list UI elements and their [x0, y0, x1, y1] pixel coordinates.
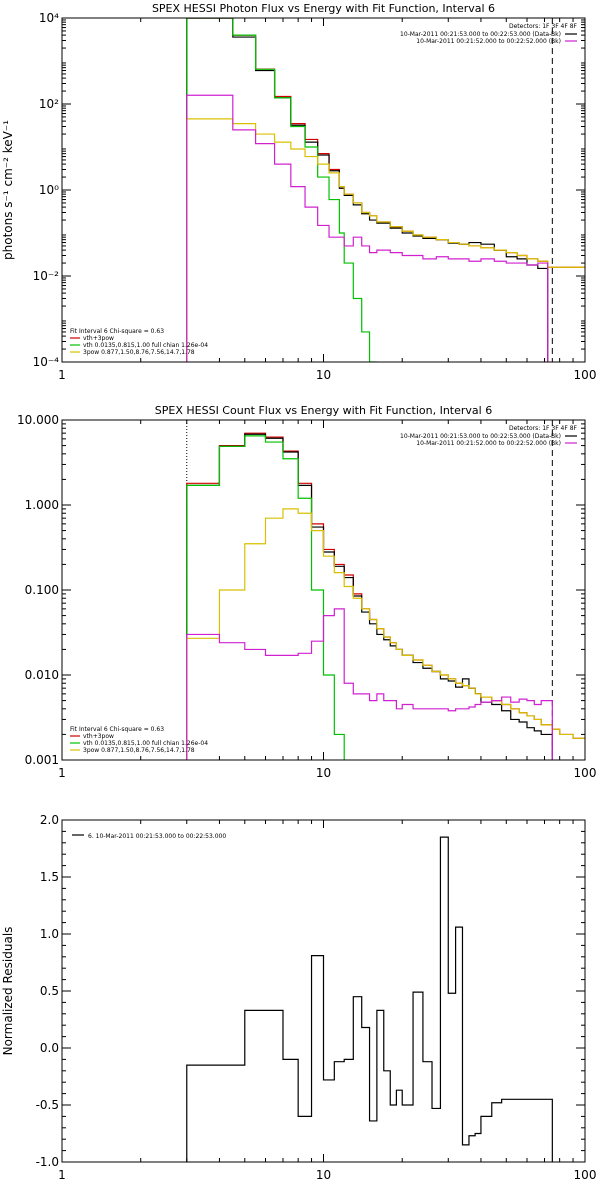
legend-top-header: Detectors: 1F 3F 4F 8F: [509, 23, 578, 30]
y-tick-label: 2.0: [40, 813, 59, 827]
y-tick-label: 1.0: [40, 927, 59, 941]
x-tick-label: 1: [58, 766, 66, 780]
series-line-vth: [186, 435, 345, 760]
series-line-vth-3pow: [186, 18, 585, 362]
series-line-unnamed-4: [186, 94, 549, 362]
y-tick-label: 0.5: [40, 984, 59, 998]
series-line-unnamed-0: [186, 836, 553, 1162]
y-tick-label: 1.000: [25, 498, 59, 512]
x-tick-label: 10: [316, 766, 331, 780]
legend-bottom-header: Fit Interval 6 Chi-square = 0.63: [70, 726, 164, 733]
y-tick-label: 1.5: [40, 870, 59, 884]
y-tick-label: 10⁻²: [33, 269, 60, 283]
series-line-vth: [186, 18, 378, 362]
x-tick-label: 100: [574, 368, 597, 382]
legend-entry: 3pow 0.877,1.50,8.76,7.56,14.7,1.78: [83, 747, 195, 754]
y-tick-label: 0.0: [40, 1041, 59, 1055]
series-line-3pow: [186, 118, 585, 362]
y-tick-label: 10⁰: [39, 183, 59, 197]
legend-entry: 10-Mar-2011 00:21:52.000 to 00:22:52.000…: [416, 440, 561, 447]
y-tick-label: 0.001: [25, 753, 59, 767]
legend-entry: vth 0.0135,0.815,1.00 full chian 1.26e-0…: [83, 740, 208, 747]
legend-entry: 3pow 0.877,1.50,8.76,7.56,14.7,1.78: [83, 349, 195, 356]
y-tick-label: 0.100: [25, 583, 59, 597]
y-axis-label: photons s⁻¹ cm⁻² keV⁻¹: [1, 120, 15, 260]
chart-title: SPEX HESSI Count Flux vs Energy with Fit…: [155, 404, 492, 417]
series-line-unnamed-4: [186, 608, 553, 760]
series-line-vth-3pow: [186, 432, 585, 760]
series-line-3pow: [186, 508, 585, 760]
legend-entry: 10-Mar-2011 00:21:53.000 to 00:22:53.000…: [400, 31, 561, 38]
series-line-unnamed-1: [186, 18, 549, 362]
y-axis-label: Normalized Residuals: [1, 927, 15, 1056]
legend-entry: 6. 10-Mar-2011 00:21:53.000 to 00:22:53.…: [88, 833, 226, 840]
y-tick-label: 10⁴: [39, 11, 59, 25]
series-group: [186, 836, 553, 1162]
chart-title: SPEX HESSI Photon Flux vs Energy with Fi…: [152, 2, 495, 15]
series-group: [186, 18, 585, 362]
legend-top-header: Detectors: 1F 3F 4F 8F: [509, 425, 578, 432]
y-tick-label: 10.000: [17, 413, 59, 427]
legend-entry: 10-Mar-2011 00:21:53.000 to 00:22:53.000…: [400, 433, 561, 440]
plot-frame: [61, 419, 586, 761]
legend-entry: vth 0.0135,0.815,1.00 full chian 1.26e-0…: [83, 342, 208, 349]
x-tick-label: 1: [58, 1168, 66, 1182]
x-tick-label: 1: [58, 368, 66, 382]
y-tick-label: 10⁻⁴: [33, 355, 60, 369]
legend-entry: vth+3pow: [83, 335, 114, 342]
x-tick-label: 100: [574, 1168, 597, 1182]
legend-entry: 10-Mar-2011 00:21:52.000 to 00:22:52.000…: [416, 38, 561, 45]
y-tick-label: 0.010: [25, 668, 59, 682]
y-tick-label: 10²: [39, 97, 59, 111]
x-tick-label: 100: [574, 766, 597, 780]
legend-entry: vth+3pow: [83, 733, 114, 740]
photon-flux-panel: SPEX HESSI Photon Flux vs Energy with Fi…: [1, 2, 597, 382]
plot-frame: [61, 819, 586, 1163]
x-tick-label: 10: [316, 1168, 331, 1182]
residuals-panel: Normalized Residuals 1 10 100 -1.0 -0.5 0.0 0.5…: [1, 813, 596, 1182]
y-tick-label: -1.0: [36, 1155, 59, 1169]
series-line-unnamed-1: [186, 433, 553, 760]
legend-bottom-header: Fit Interval 6 Chi-square = 0.63: [70, 328, 164, 335]
count-flux-panel: SPEX HESSI Count Flux vs Energy with Fit…: [17, 404, 597, 780]
plot-frame: [61, 17, 586, 363]
y-tick-label: -0.5: [36, 1098, 59, 1112]
series-group: [186, 432, 585, 760]
x-tick-label: 10: [316, 368, 331, 382]
